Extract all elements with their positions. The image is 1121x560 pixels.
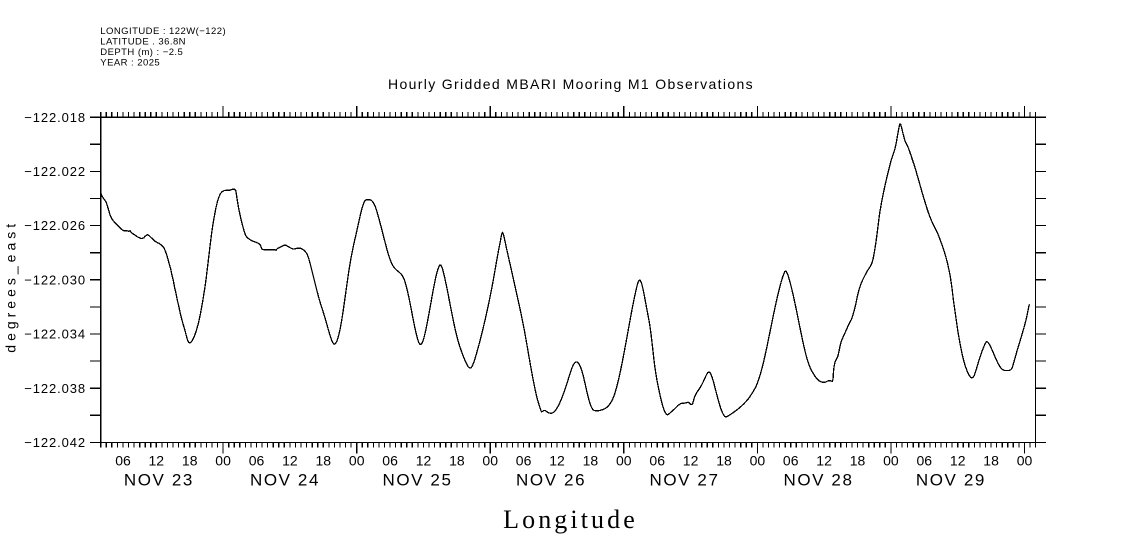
svg-text:LONGITUDE : 122W(−122): LONGITUDE : 122W(−122) (100, 26, 226, 37)
svg-text:−122.038: −122.038 (24, 381, 86, 396)
svg-text:00: 00 (215, 453, 231, 469)
svg-text:12: 12 (282, 453, 298, 469)
svg-text:06: 06 (649, 453, 665, 469)
svg-text:YEAR : 2025: YEAR : 2025 (100, 57, 160, 68)
svg-text:18: 18 (716, 453, 732, 469)
svg-text:degrees_east: degrees_east (3, 220, 19, 353)
svg-text:18: 18 (182, 453, 198, 469)
svg-text:06: 06 (115, 453, 131, 469)
svg-text:−122.022: −122.022 (24, 164, 86, 179)
svg-text:06: 06 (516, 453, 532, 469)
svg-text:12: 12 (149, 453, 165, 469)
svg-text:Longitude: Longitude (503, 505, 638, 534)
svg-text:−122.042: −122.042 (24, 435, 86, 450)
svg-text:12: 12 (683, 453, 699, 469)
svg-text:12: 12 (549, 453, 565, 469)
svg-text:NOV 25: NOV 25 (382, 471, 452, 490)
svg-text:12: 12 (816, 453, 832, 469)
svg-text:NOV 28: NOV 28 (783, 471, 853, 490)
svg-text:NOV 27: NOV 27 (649, 471, 719, 490)
svg-text:12: 12 (416, 453, 432, 469)
svg-text:00: 00 (349, 453, 365, 469)
svg-text:NOV 23: NOV 23 (124, 471, 194, 490)
svg-text:NOV 29: NOV 29 (916, 471, 986, 490)
svg-text:−122.026: −122.026 (24, 218, 86, 233)
svg-text:18: 18 (850, 453, 866, 469)
svg-text:06: 06 (917, 453, 933, 469)
svg-text:00: 00 (616, 453, 632, 469)
svg-text:18: 18 (316, 453, 332, 469)
svg-text:NOV 26: NOV 26 (516, 471, 586, 490)
svg-text:12: 12 (950, 453, 966, 469)
svg-text:NOV 24: NOV 24 (250, 471, 320, 490)
svg-text:18: 18 (449, 453, 465, 469)
svg-text:18: 18 (583, 453, 599, 469)
svg-text:00: 00 (883, 453, 899, 469)
svg-text:06: 06 (382, 453, 398, 469)
svg-text:DEPTH (m) : −2.5: DEPTH (m) : −2.5 (100, 47, 183, 58)
svg-text:18: 18 (983, 453, 999, 469)
svg-text:06: 06 (783, 453, 799, 469)
svg-text:−122.034: −122.034 (24, 327, 86, 342)
svg-text:00: 00 (750, 453, 766, 469)
svg-text:00: 00 (482, 453, 498, 469)
svg-text:LATITUDE . 36.8N: LATITUDE . 36.8N (100, 36, 186, 47)
svg-text:06: 06 (249, 453, 265, 469)
svg-text:Hourly Gridded MBARI Mooring M: Hourly Gridded MBARI Mooring M1 Observat… (388, 76, 754, 92)
svg-text:−122.030: −122.030 (24, 272, 86, 287)
svg-text:00: 00 (1017, 453, 1033, 469)
svg-text:−122.018: −122.018 (24, 110, 86, 125)
